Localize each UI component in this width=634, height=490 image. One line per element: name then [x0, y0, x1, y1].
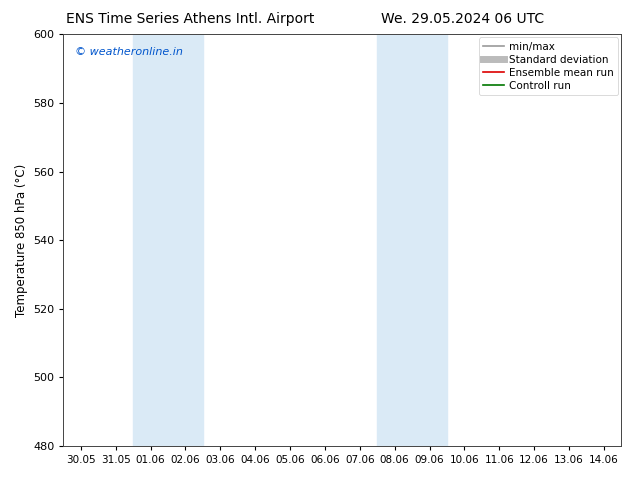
- Text: © weatheronline.in: © weatheronline.in: [75, 47, 183, 57]
- Text: We. 29.05.2024 06 UTC: We. 29.05.2024 06 UTC: [381, 12, 545, 26]
- Y-axis label: Temperature 850 hPa (°C): Temperature 850 hPa (°C): [15, 164, 27, 317]
- Legend: min/max, Standard deviation, Ensemble mean run, Controll run: min/max, Standard deviation, Ensemble me…: [479, 37, 618, 95]
- Bar: [133, 34, 203, 446]
- Bar: [377, 34, 447, 446]
- Text: ENS Time Series Athens Intl. Airport: ENS Time Series Athens Intl. Airport: [66, 12, 314, 26]
